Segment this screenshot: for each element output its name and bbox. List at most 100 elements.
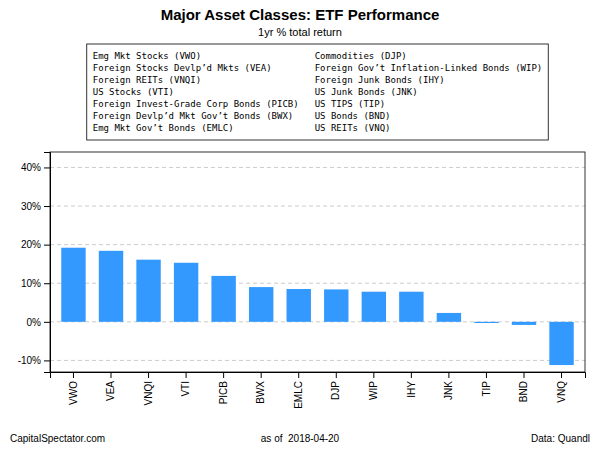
x-tick: WIP (368, 372, 379, 400)
bars (61, 248, 573, 365)
grid-line (50, 206, 585, 207)
x-tick: EMLC (293, 372, 304, 409)
x-tick-label: EMLC (293, 381, 304, 409)
key-text: Foreign Invest-Grade Corp Bonds (PICB) (93, 99, 299, 109)
x-tick-label: BND (518, 381, 529, 402)
x-tick-mark (148, 372, 149, 378)
bar (136, 260, 160, 322)
x-tick: BND (518, 372, 529, 402)
y-tick: 20% (21, 239, 50, 250)
x-tick-mark (486, 372, 487, 378)
x-tick-mark (561, 372, 562, 378)
title: Major Asset Classes: ETF Performance (161, 6, 440, 23)
x-tick-mark (186, 372, 187, 378)
bar (324, 289, 348, 321)
x-tick-label: VEA (105, 381, 116, 401)
x-tick-label: BWX (255, 381, 266, 404)
key-text: Foreign Stocks Devlp’d Mkts (VEA) (93, 63, 272, 73)
x-tick-label: VNQ (556, 381, 567, 403)
key-frame (87, 44, 548, 140)
x-tick-label: TIP (481, 381, 492, 397)
y-tick: -10% (18, 355, 50, 366)
x-tick: JNK (443, 372, 454, 400)
key-text: US TIPS (TIP) (315, 99, 385, 109)
x-tick: VWO (68, 372, 79, 405)
bar (474, 322, 498, 323)
grid-line (50, 167, 585, 168)
x-tick-mark (373, 372, 374, 378)
bar (549, 322, 573, 365)
y-tick: 40% (21, 162, 50, 173)
bar (61, 248, 85, 322)
x-tick-label: JNK (443, 381, 454, 400)
x-tick-mark (448, 372, 449, 378)
x-axis: VWO VEA VNQI VTI PICB BWX EMLC DJP WIP IHY JNK TIP B… (51, 372, 586, 409)
bar (437, 313, 461, 322)
x-tick-mark (73, 372, 74, 378)
x-tick-mark (298, 372, 299, 378)
x-axis-line (51, 373, 586, 379)
x-tick: TIP (481, 372, 492, 397)
key-text: US Junk Bonds (JNK) (315, 87, 418, 97)
y-tick-label: 40% (21, 162, 41, 173)
grid (50, 167, 585, 360)
x-tick-mark (111, 372, 112, 378)
key-text: US Stocks (VTI) (93, 87, 174, 97)
bar (399, 292, 423, 322)
bar (287, 289, 311, 322)
grid-line (50, 360, 585, 361)
x-tick-mark (223, 372, 224, 378)
y-axis-line (44, 153, 51, 373)
plot: -10% 0% 10% 20% 30% 40% VWO VEA VNQI VTI PICB BWX EM… (18, 152, 586, 409)
x-tick: DJP (330, 372, 341, 400)
y-tick-label: 10% (21, 278, 41, 289)
footer-text: CapitalSpectator.com (10, 433, 105, 444)
x-tick-label: VNQI (143, 381, 154, 405)
x-tick: VEA (105, 372, 116, 401)
grid-line (50, 283, 585, 284)
chart: Major Asset Classes: ETF Performance 1yr … (0, 0, 600, 450)
y-tick-label: 0% (27, 317, 42, 328)
bar (512, 322, 536, 325)
key-text: Foreign Gov’t Inflation-Linked Bonds (WI… (315, 63, 543, 73)
x-tick: PICB (218, 372, 229, 404)
bar (174, 263, 198, 322)
subtitle: 1yr % total return (258, 26, 342, 38)
x-tick: BWX (255, 372, 266, 404)
y-tick-mark (44, 167, 50, 168)
x-tick-label: WIP (368, 381, 379, 400)
x-tick-label: IHY (406, 381, 417, 398)
x-tick: VNQ (556, 372, 567, 403)
plot-frame (50, 152, 585, 372)
x-tick-label: DJP (330, 381, 341, 400)
key-text: Foreign Junk Bonds (IHY) (315, 75, 445, 85)
y-axis: -10% 0% 10% 20% 30% 40% (18, 153, 51, 373)
grid-line (50, 244, 585, 245)
y-tick-mark (44, 206, 50, 207)
y-tick: 30% (21, 201, 50, 212)
key-box: Emg Mkt Stocks (VWO) Foreign Stocks Devlp… (87, 44, 548, 140)
x-tick-mark (523, 372, 524, 378)
bar (211, 276, 235, 322)
y-tick-mark (44, 283, 50, 284)
key-text: Foreign REITs (VNQI) (93, 75, 201, 85)
x-tick-label: VTI (180, 381, 191, 397)
x-tick-mark (411, 372, 412, 378)
grid-line (50, 321, 585, 322)
bar (362, 292, 386, 322)
x-tick: VTI (180, 372, 191, 397)
x-tick-label: VWO (68, 381, 79, 405)
y-tick: 10% (21, 278, 50, 289)
footer-text: Data: Quandl (531, 433, 590, 444)
key-text: Emg Mkt Stocks (VWO) (93, 51, 201, 61)
y-tick-label: 30% (21, 201, 41, 212)
x-tick-label: PICB (218, 381, 229, 405)
key-text: Commodities (DJP) (315, 51, 407, 61)
x-tick-mark (336, 372, 337, 378)
y-tick-mark (44, 360, 50, 361)
bar (99, 251, 123, 322)
key-text: US Bonds (BND) (315, 111, 391, 121)
x-tick-mark (261, 372, 262, 378)
key-text: Foreign Devlp’d Mkt Gov’t Bonds (BWX) (93, 111, 293, 121)
y-tick-label: 20% (21, 239, 41, 250)
